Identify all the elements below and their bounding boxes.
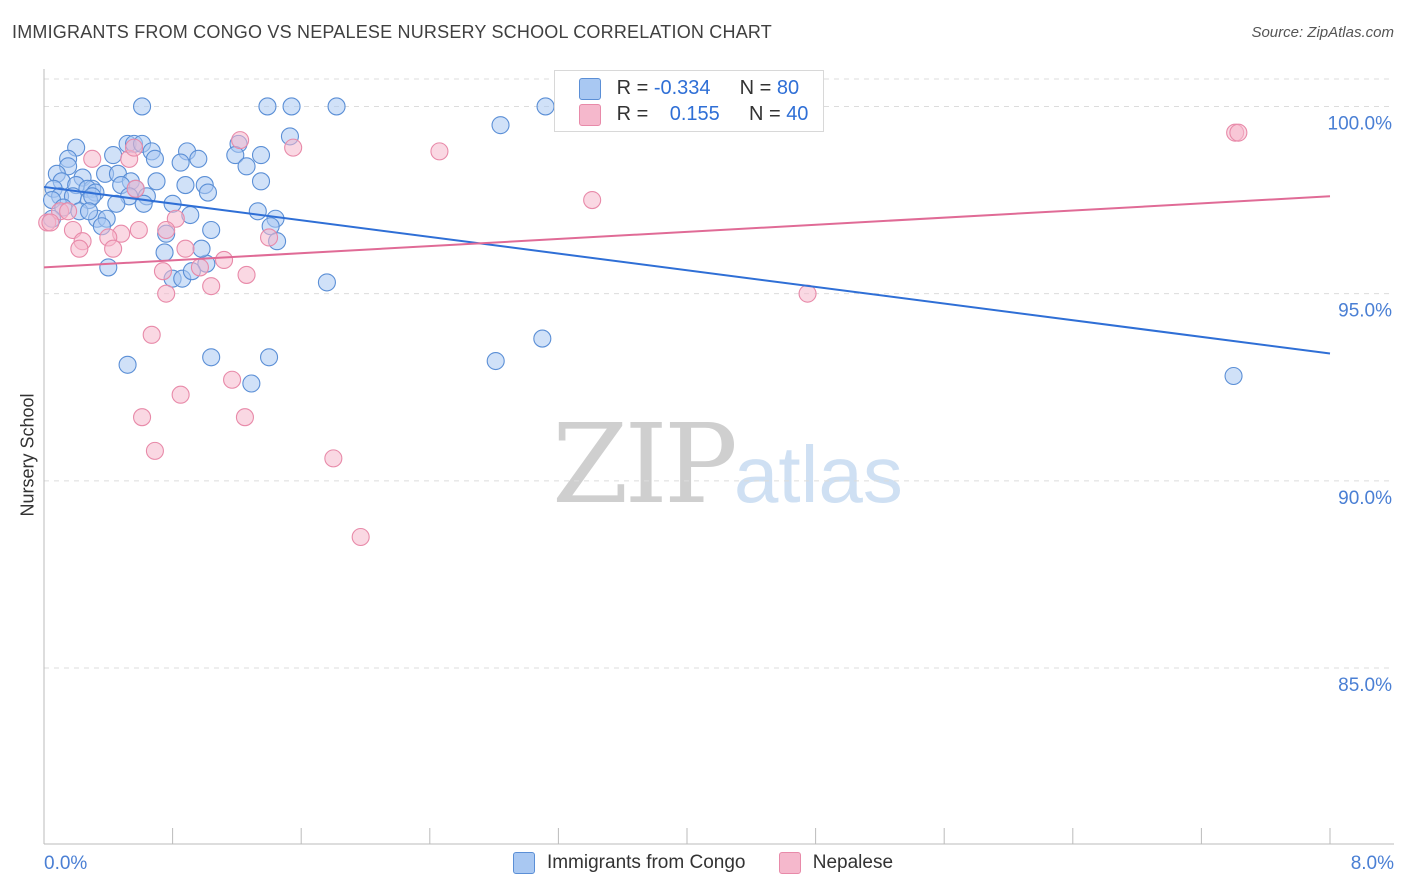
point-nepalese (129, 220, 148, 240)
point-nepalese (124, 138, 144, 157)
point-congo (533, 329, 552, 348)
watermark-zip: ZIP (552, 400, 738, 528)
point-nepalese (284, 138, 303, 157)
point-congo (118, 355, 137, 374)
x-tick-label: 8.0% (1351, 853, 1394, 874)
point-nepalese (798, 284, 817, 303)
stats-legend: R = -0.334 N = 80 R = 0.155 N = 40 (554, 70, 824, 132)
point-congo (202, 348, 221, 367)
point-nepalese (259, 228, 279, 247)
point-nepalese (430, 142, 449, 161)
y-tick-label: 85.0% (1338, 675, 1392, 696)
legend-row-congo: R = -0.334 N = 80 (579, 77, 799, 101)
legend-label-congo: Immigrants from Congo (546, 852, 746, 873)
point-congo (258, 97, 277, 116)
point-congo (251, 172, 271, 191)
point-congo (99, 258, 118, 277)
point-nepalese (59, 202, 78, 221)
point-nepalese (126, 179, 145, 198)
legend-swatch-congo (512, 852, 535, 874)
point-congo (491, 116, 510, 135)
point-congo (317, 273, 336, 292)
point-congo (248, 202, 267, 221)
point-congo (83, 187, 102, 206)
legend-n-value-congo: 80 (776, 77, 800, 99)
y-tick-label: 100.0% (1328, 113, 1393, 134)
legend-row-nepalese: R = 0.155 N = 40 (579, 103, 808, 127)
legend-label-nepalese: Nepalese (812, 852, 894, 873)
point-nepalese (171, 385, 190, 404)
point-nepalese (176, 239, 195, 258)
point-nepalese (142, 325, 161, 344)
legend-swatch-congo (579, 77, 601, 100)
legend-n-value-nepalese: 40 (786, 103, 809, 125)
point-congo (107, 194, 126, 213)
chart-title: IMMIGRANTS FROM CONGO VS NEPALESE NURSER… (12, 22, 772, 42)
y-tick-label: 90.0% (1338, 488, 1392, 509)
point-nepalese (41, 213, 60, 232)
point-congo (155, 243, 174, 262)
point-nepalese (1229, 123, 1248, 142)
point-congo (202, 220, 221, 240)
legend-n-label: N = (748, 103, 787, 125)
point-congo (282, 97, 301, 116)
trendline-congo (43, 185, 1331, 355)
point-nepalese (190, 258, 209, 277)
legend-n-label: N = (739, 77, 777, 99)
point-congo (145, 149, 164, 168)
trendline-nepalese (43, 195, 1331, 269)
x-tick-label: 0.0% (44, 853, 87, 874)
point-nepalese (145, 441, 164, 460)
point-congo (133, 97, 152, 116)
series-legend: Immigrants from Congo Nepalese (0, 852, 1406, 880)
legend-r-label: R = (616, 77, 654, 99)
point-congo (251, 146, 271, 165)
legend-swatch-nepalese (778, 852, 801, 874)
watermark: ZIPatlas (552, 400, 903, 528)
source-label: Source: ZipAtlas.com (1251, 24, 1394, 41)
point-nepalese (237, 265, 256, 284)
point-nepalese (231, 131, 250, 150)
legend-item-nepalese[interactable]: Nepalese (778, 852, 894, 874)
point-nepalese (70, 239, 89, 258)
point-congo (192, 239, 211, 258)
legend-r-value-congo: -0.334 (653, 77, 711, 99)
point-congo (79, 202, 99, 221)
point-congo (327, 97, 346, 116)
point-congo (536, 97, 555, 116)
point-nepalese (157, 284, 176, 303)
point-congo (171, 153, 190, 172)
point-nepalese (153, 262, 173, 281)
point-congo (237, 157, 256, 176)
point-congo (176, 176, 195, 195)
point-nepalese (133, 408, 152, 427)
legend-r-value-nepalese: 0.155 (669, 103, 720, 125)
point-nepalese (583, 190, 602, 210)
point-nepalese (202, 277, 221, 296)
point-nepalese (351, 527, 370, 547)
watermark-atlas: atlas (733, 430, 903, 519)
point-nepalese (214, 250, 234, 269)
legend-swatch-nepalese (579, 103, 601, 126)
point-nepalese (223, 370, 242, 389)
point-nepalese (104, 239, 123, 258)
point-nepalese (83, 149, 102, 168)
point-congo (147, 172, 166, 191)
point-nepalese (324, 449, 343, 468)
point-congo (486, 351, 505, 371)
y-tick-label: 95.0% (1338, 301, 1392, 322)
point-congo (189, 149, 208, 168)
legend-item-congo[interactable]: Immigrants from Congo (512, 852, 746, 874)
point-nepalese (235, 408, 254, 427)
point-congo (1224, 366, 1243, 386)
point-congo (134, 194, 153, 213)
point-congo (259, 348, 279, 367)
point-congo (198, 183, 218, 202)
point-congo (242, 374, 261, 393)
point-nepalese (157, 220, 176, 240)
point-congo (104, 146, 123, 165)
legend-r-label: R = (616, 103, 654, 125)
